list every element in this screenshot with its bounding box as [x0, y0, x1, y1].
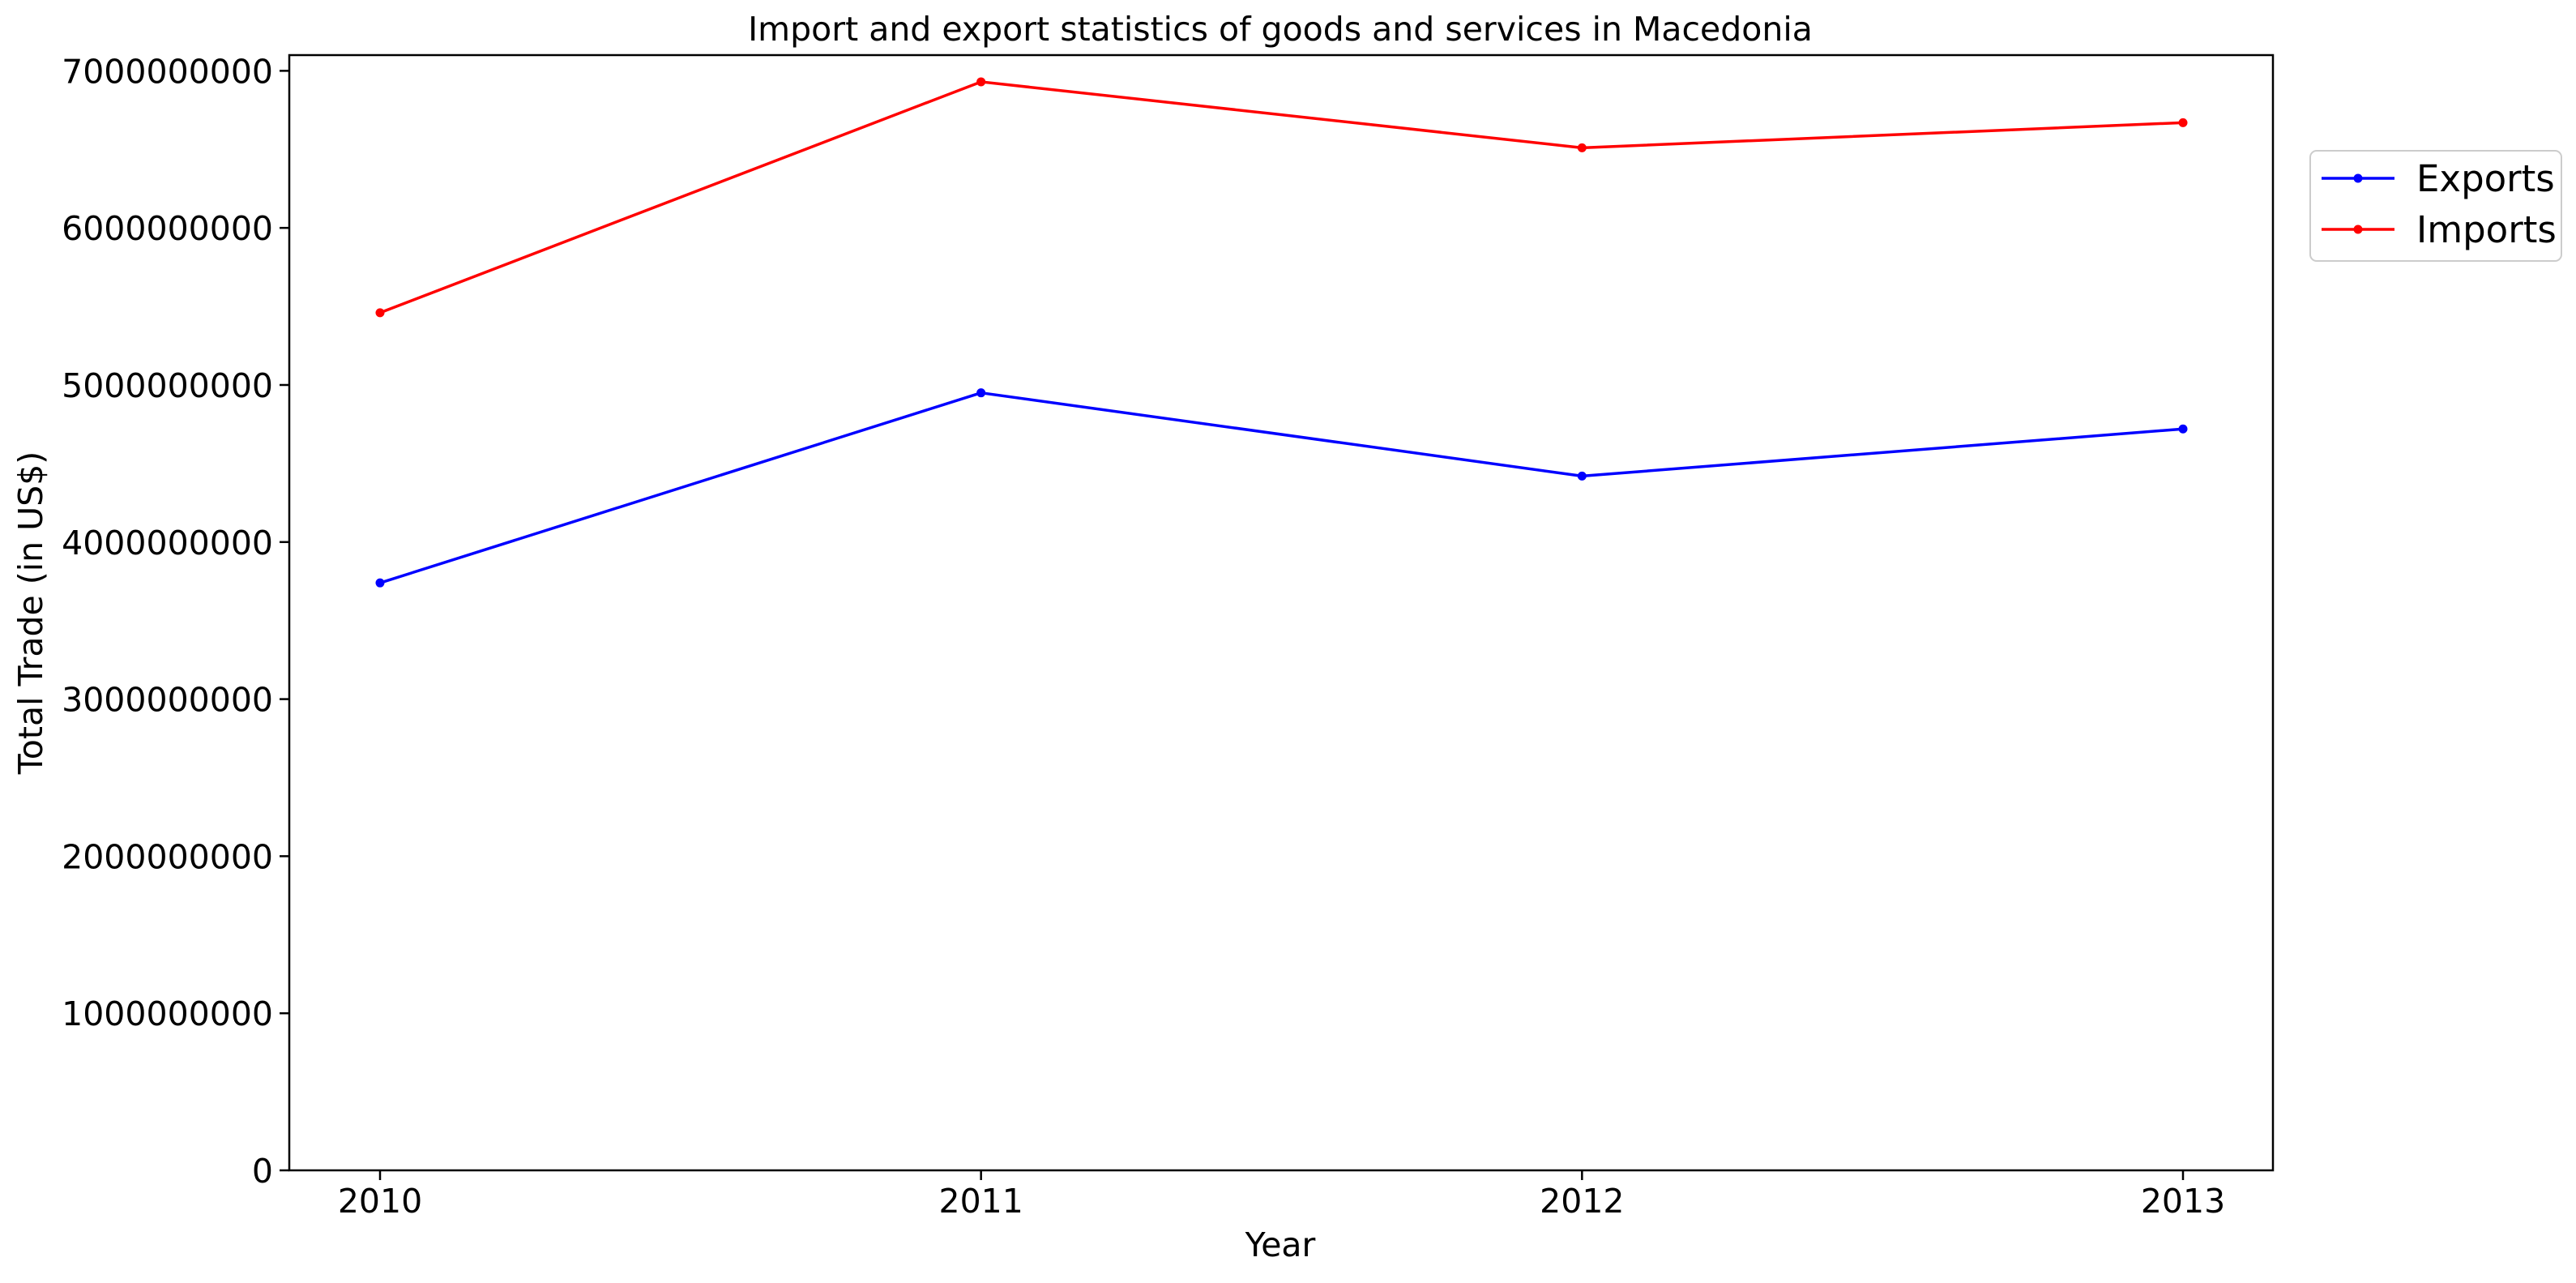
data-point — [1577, 471, 1587, 481]
y-tick-label: 7000000000 — [62, 52, 273, 91]
series-exports — [375, 388, 2188, 588]
y-tick-label: 2000000000 — [62, 837, 273, 876]
y-tick-label: 3000000000 — [62, 681, 273, 720]
x-tick-label: 2012 — [1540, 1182, 1624, 1221]
series-imports — [375, 77, 2188, 318]
legend-label: Exports — [2416, 157, 2555, 200]
data-point — [2178, 424, 2188, 434]
x-tick-label: 2010 — [338, 1182, 422, 1221]
series-line — [379, 391, 2184, 584]
data-point — [2178, 118, 2188, 127]
plot-area-frame — [288, 53, 2275, 1172]
data-point — [976, 388, 986, 398]
y-tick-label: 6000000000 — [62, 209, 273, 248]
data-point — [375, 578, 385, 588]
series-line — [379, 80, 2184, 314]
legend-marker — [2353, 173, 2363, 183]
legend-item: Exports — [2322, 157, 2555, 200]
axis-ticks: 2010 2011 2012 2013 0 1000000000 2000000000 300… — [62, 52, 2225, 1221]
y-axis-label: Total Trade (in US$) — [11, 451, 50, 776]
series-layer — [375, 77, 2188, 588]
legend-label: Imports — [2416, 208, 2557, 251]
data-point — [375, 308, 385, 318]
y-tick-label: 0 — [252, 1152, 273, 1191]
data-point — [976, 77, 986, 87]
chart-title: Import and export statistics of goods an… — [748, 10, 1813, 49]
y-tick-label: 4000000000 — [62, 524, 273, 562]
legend: Exports Imports — [2309, 150, 2562, 262]
legend-marker — [2353, 225, 2363, 234]
legend-item: Imports — [2322, 208, 2557, 251]
x-axis-label: Year — [1245, 1225, 1316, 1264]
x-tick-label: 2011 — [938, 1182, 1023, 1221]
y-tick-label: 5000000000 — [62, 366, 273, 405]
y-tick-label: 1000000000 — [62, 994, 273, 1033]
data-point — [1577, 143, 1587, 152]
x-tick-label: 2013 — [2141, 1182, 2225, 1221]
